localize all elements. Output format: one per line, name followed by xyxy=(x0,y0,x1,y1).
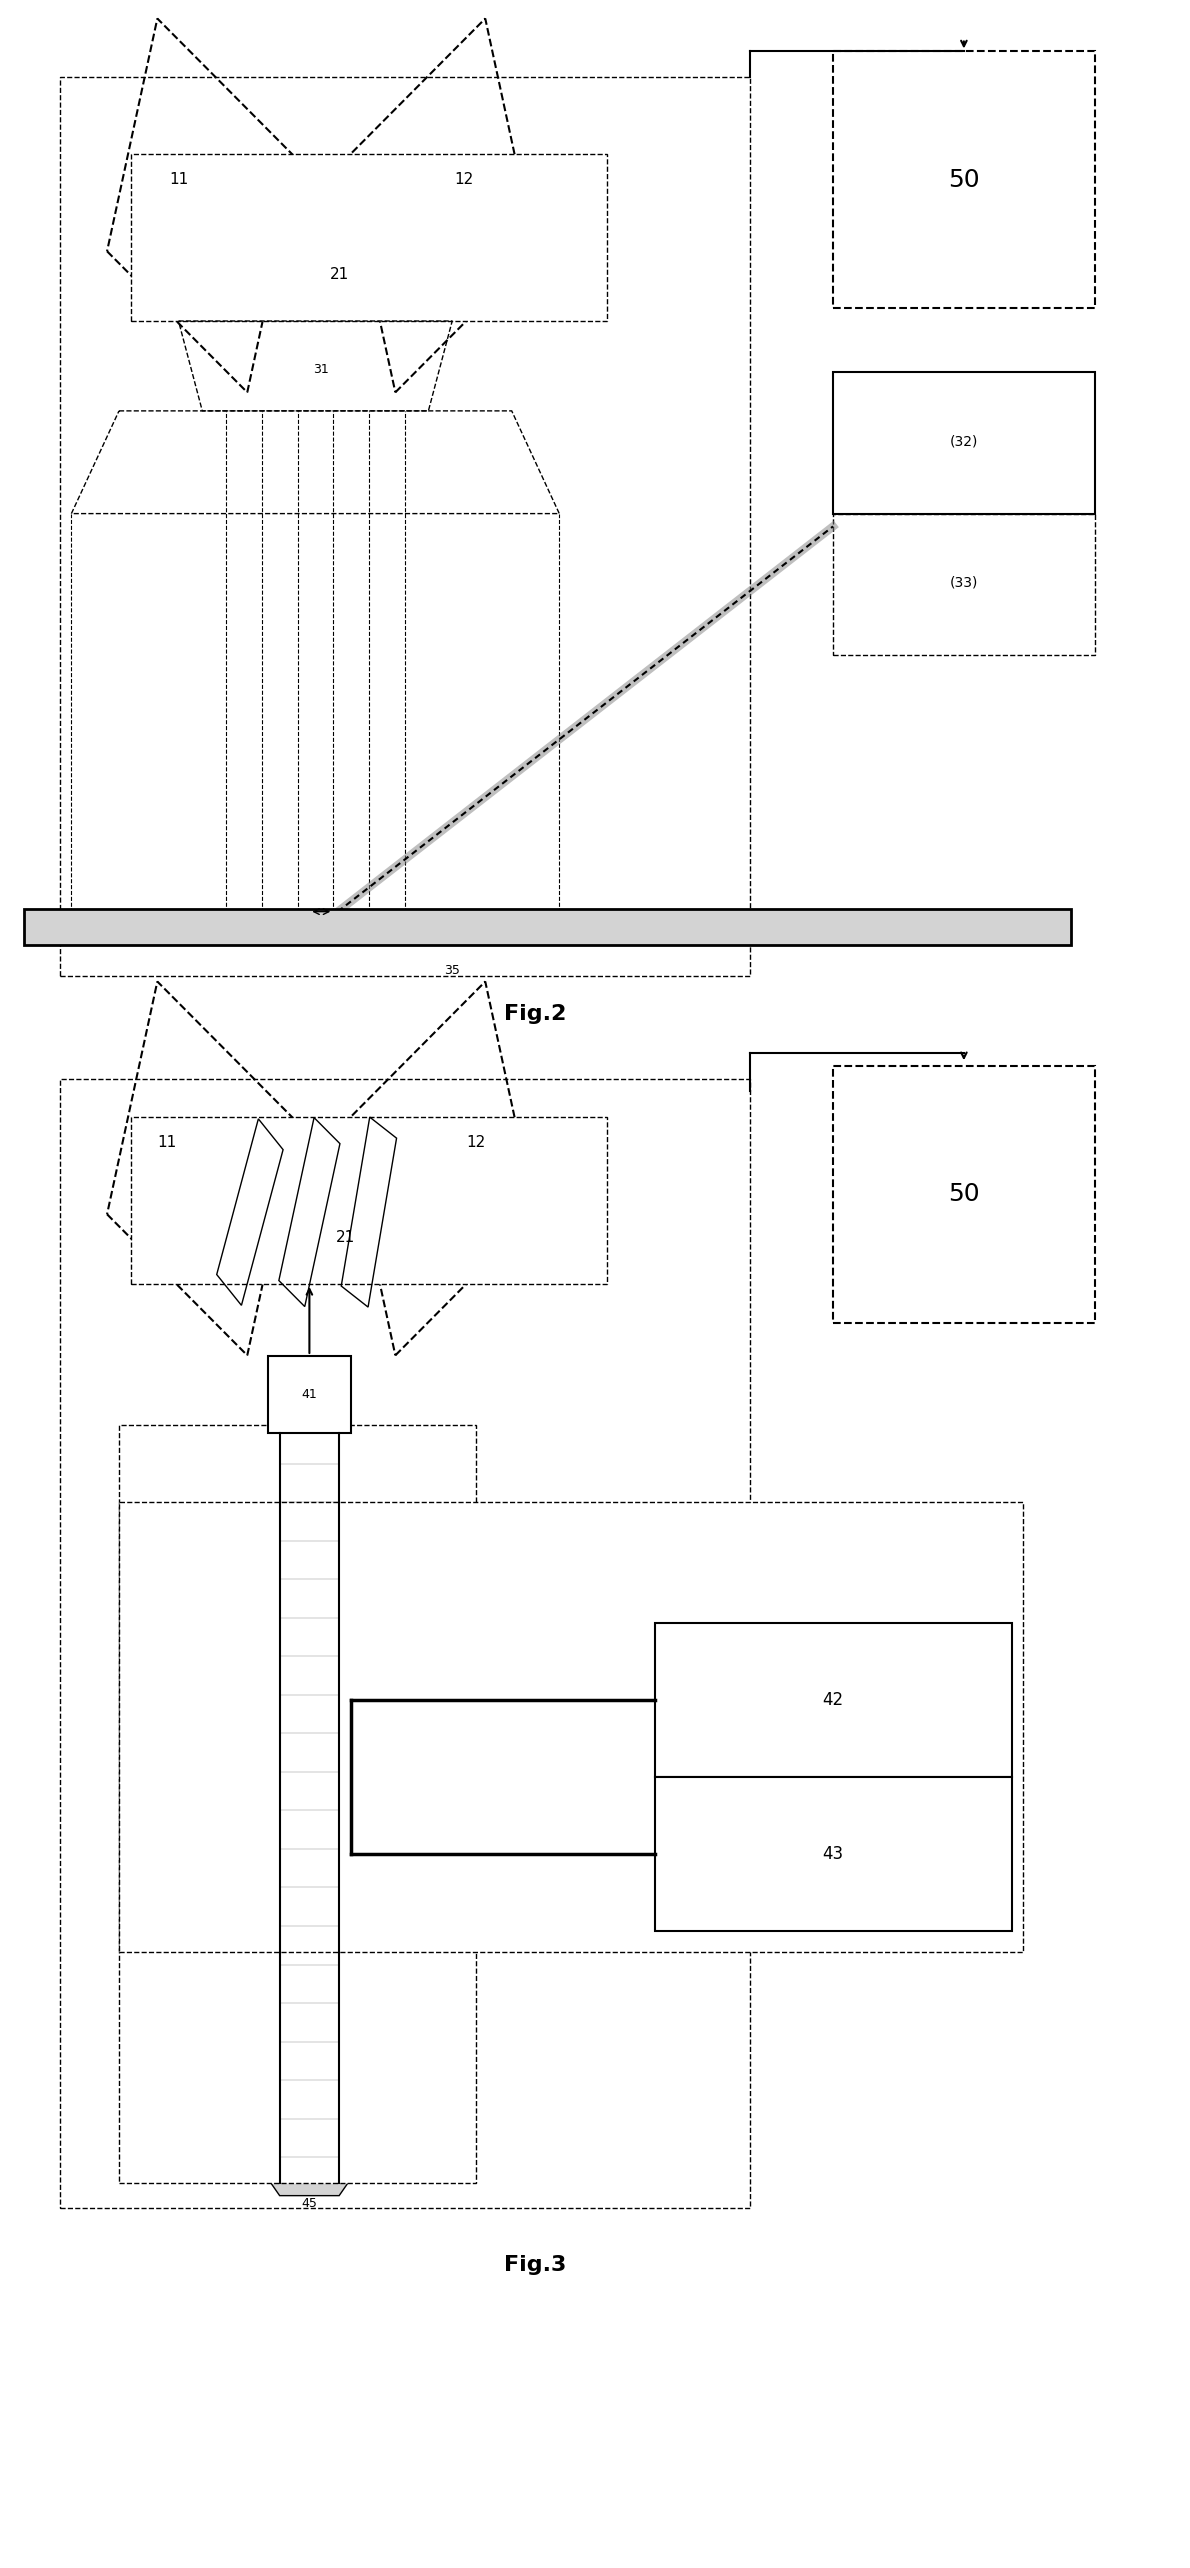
Bar xyxy=(131,154,607,321)
Text: 12: 12 xyxy=(455,172,474,187)
Bar xyxy=(119,1502,1023,1952)
Text: (33): (33) xyxy=(950,575,978,591)
Text: 43: 43 xyxy=(822,1844,844,1864)
Bar xyxy=(833,1066,1095,1323)
Bar xyxy=(833,514,1095,655)
Text: 42: 42 xyxy=(822,1690,844,1710)
Bar xyxy=(131,1117,607,1284)
Bar xyxy=(60,1079,750,2208)
Text: 21: 21 xyxy=(330,267,349,282)
Bar xyxy=(833,372,1095,514)
Text: 35: 35 xyxy=(444,963,461,978)
Text: 41: 41 xyxy=(301,1387,318,1402)
Text: Fig.3: Fig.3 xyxy=(505,2255,566,2275)
Text: (32): (32) xyxy=(950,434,978,449)
Bar xyxy=(24,909,1071,945)
Bar xyxy=(833,51,1095,308)
Bar xyxy=(60,77,750,976)
Text: 12: 12 xyxy=(466,1135,486,1150)
Text: 21: 21 xyxy=(336,1230,355,1245)
Text: 11: 11 xyxy=(169,172,188,187)
Text: 31: 31 xyxy=(313,362,330,377)
Text: 50: 50 xyxy=(948,1181,979,1207)
Text: Fig.2: Fig.2 xyxy=(505,1004,566,1025)
Text: 45: 45 xyxy=(301,2196,318,2211)
Bar xyxy=(268,1356,351,1433)
Bar xyxy=(654,1623,1012,1777)
Text: 11: 11 xyxy=(157,1135,176,1150)
Text: 50: 50 xyxy=(948,167,979,193)
Polygon shape xyxy=(262,2170,357,2196)
Bar xyxy=(654,1777,1012,1931)
Bar xyxy=(119,1425,476,2183)
